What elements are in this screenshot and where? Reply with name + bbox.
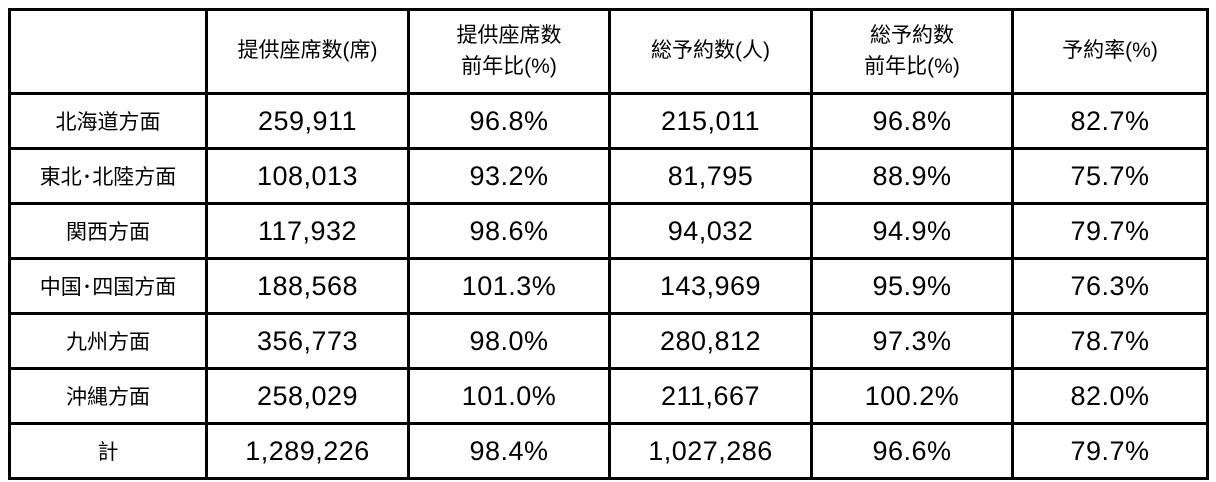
header-total-reservations-yoy: 総予約数 前年比(%): [810, 8, 1014, 95]
region-booking-stats-table: 提供座席数(席) 提供座席数 前年比(%) 総予約数(人) 総予約数 前年比(%…: [8, 8, 1209, 480]
cell-seats-yoy: 101.3%: [407, 257, 611, 315]
header-seats-offered: 提供座席数(席): [205, 8, 410, 95]
cell-reservations-yoy: 96.8%: [810, 92, 1014, 150]
header-load-factor: 予約率(%): [1011, 8, 1209, 95]
cell-reservations: 143,969: [608, 257, 813, 315]
cell-seats-yoy: 98.6%: [407, 202, 611, 260]
stats-table: 提供座席数(席) 提供座席数 前年比(%) 総予約数(人) 総予約数 前年比(%…: [8, 8, 1209, 480]
table-row-total: 計 1,289,226 98.4% 1,027,286 96.6% 79.7%: [8, 422, 1209, 480]
cell-reservations: 215,011: [608, 92, 813, 150]
cell-seats-yoy: 101.0%: [407, 367, 611, 425]
cell-reservations: 280,812: [608, 312, 813, 370]
row-label: 東北･北陸方面: [8, 147, 208, 205]
cell-seats-yoy: 96.8%: [407, 92, 611, 150]
cell-seats-yoy: 98.0%: [407, 312, 611, 370]
cell-load-factor: 76.3%: [1011, 257, 1209, 315]
cell-reservations-yoy: 96.6%: [810, 422, 1014, 480]
corner-cell: [8, 8, 208, 95]
cell-reservations: 1,027,286: [608, 422, 813, 480]
cell-reservations-yoy: 100.2%: [810, 367, 1014, 425]
cell-load-factor: 79.7%: [1011, 422, 1209, 480]
row-label: 計: [8, 422, 208, 480]
cell-seats: 188,568: [205, 257, 410, 315]
table-row-tohoku-hokuriku: 東北･北陸方面 108,013 93.2% 81,795 88.9% 75.7%: [8, 147, 1209, 205]
cell-load-factor: 82.7%: [1011, 92, 1209, 150]
cell-reservations-yoy: 94.9%: [810, 202, 1014, 260]
table-row-chugoku-shikoku: 中国･四国方面 188,568 101.3% 143,969 95.9% 76.…: [8, 257, 1209, 315]
cell-load-factor: 82.0%: [1011, 367, 1209, 425]
cell-reservations: 94,032: [608, 202, 813, 260]
row-label: 沖縄方面: [8, 367, 208, 425]
cell-reservations: 211,667: [608, 367, 813, 425]
cell-seats: 259,911: [205, 92, 410, 150]
row-label: 中国･四国方面: [8, 257, 208, 315]
row-label: 関西方面: [8, 202, 208, 260]
table-row-hokkaido: 北海道方面 259,911 96.8% 215,011 96.8% 82.7%: [8, 92, 1209, 150]
cell-seats-yoy: 98.4%: [407, 422, 611, 480]
cell-reservations-yoy: 95.9%: [810, 257, 1014, 315]
row-label: 九州方面: [8, 312, 208, 370]
cell-reservations: 81,795: [608, 147, 813, 205]
table-header-row: 提供座席数(席) 提供座席数 前年比(%) 総予約数(人) 総予約数 前年比(%…: [8, 8, 1209, 95]
cell-seats: 117,932: [205, 202, 410, 260]
cell-seats: 258,029: [205, 367, 410, 425]
cell-seats-yoy: 93.2%: [407, 147, 611, 205]
cell-seats: 1,289,226: [205, 422, 410, 480]
table-row-okinawa: 沖縄方面 258,029 101.0% 211,667 100.2% 82.0%: [8, 367, 1209, 425]
row-label: 北海道方面: [8, 92, 208, 150]
cell-load-factor: 75.7%: [1011, 147, 1209, 205]
header-total-reservations: 総予約数(人): [608, 8, 813, 95]
table-row-kyushu: 九州方面 356,773 98.0% 280,812 97.3% 78.7%: [8, 312, 1209, 370]
cell-seats: 356,773: [205, 312, 410, 370]
table-row-kansai: 関西方面 117,932 98.6% 94,032 94.9% 79.7%: [8, 202, 1209, 260]
cell-load-factor: 78.7%: [1011, 312, 1209, 370]
cell-reservations-yoy: 88.9%: [810, 147, 1014, 205]
cell-reservations-yoy: 97.3%: [810, 312, 1014, 370]
cell-load-factor: 79.7%: [1011, 202, 1209, 260]
header-seats-offered-yoy: 提供座席数 前年比(%): [407, 8, 611, 95]
cell-seats: 108,013: [205, 147, 410, 205]
